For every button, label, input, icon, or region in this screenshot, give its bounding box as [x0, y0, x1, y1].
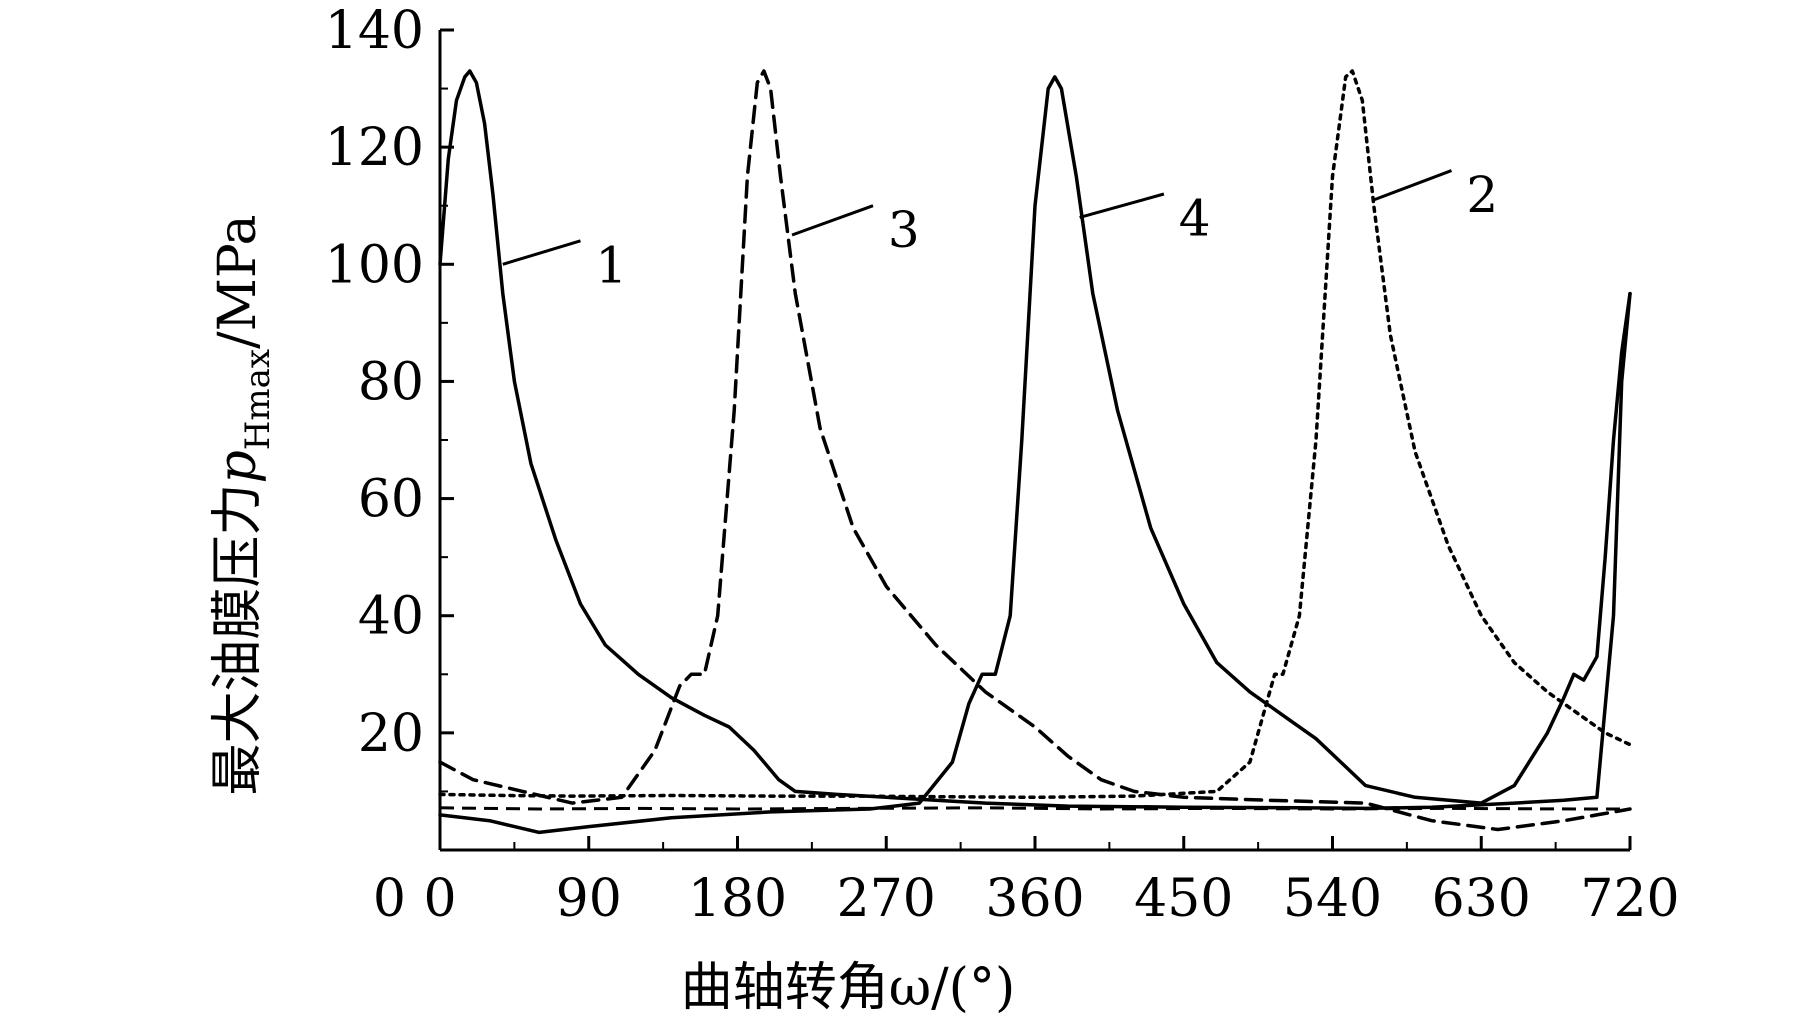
x-tick-label: 180 [688, 869, 787, 929]
curve-3-leader [791, 204, 874, 237]
y-tick-label: 40 [358, 587, 424, 647]
svg-text:最大油膜压力pHmax/MPa: 最大油膜压力pHmax/MPa [208, 214, 278, 795]
curve-4-leader [1079, 192, 1165, 219]
y-axis-title: 最大油膜压力pHmax/MPa [208, 214, 278, 795]
x-tick-label: 270 [837, 869, 936, 929]
origin-tick-label: 0 [373, 869, 406, 929]
plot-lines [438, 69, 1632, 835]
x-tick-label: 360 [985, 869, 1084, 929]
y-axis-title-symbol: p [208, 450, 268, 483]
x-tick-label: 720 [1580, 869, 1679, 929]
x-tick-label: 90 [556, 869, 622, 929]
x-tick-label: 0 [423, 869, 456, 929]
ticks: 0 90 180 270 360 450 540 630 7202040608010012014… [325, 1, 1680, 929]
series-3-line [438, 69, 1632, 832]
y-tick-label: 60 [358, 470, 424, 530]
axes [438, 30, 1630, 852]
series-1-line [438, 69, 1632, 811]
x-tick-label: 450 [1134, 869, 1233, 929]
curve-2-leader [1373, 169, 1453, 202]
series-2-line [438, 69, 1632, 800]
series-1-baseline [439, 806, 1630, 811]
y-tick-label: 80 [358, 352, 424, 412]
y-tick-label: 20 [358, 704, 424, 764]
curve-4-label: 4 [1179, 189, 1211, 247]
x-tick-label: 540 [1283, 869, 1382, 929]
y-tick-label: 100 [325, 235, 424, 295]
series-4-line [438, 75, 1632, 835]
x-axis-title: 曲轴转角ω/(°) [681, 958, 1016, 1018]
y-axis-title-suffix: /MPa [208, 214, 268, 348]
y-tick-label: 140 [325, 1, 424, 61]
curve-labels: 1 3 4 2 [502, 166, 1498, 294]
curve-1-label: 1 [595, 236, 627, 294]
curve-2-label: 2 [1466, 166, 1498, 224]
curve-1-leader [502, 239, 581, 266]
curve-3-label: 3 [888, 201, 920, 259]
y-axis-title-subscript: Hmax [238, 349, 278, 450]
x-tick-label: 630 [1432, 869, 1531, 929]
y-tick-label: 120 [325, 118, 424, 178]
y-axis-title-prefix: 最大油膜压力 [208, 484, 268, 796]
